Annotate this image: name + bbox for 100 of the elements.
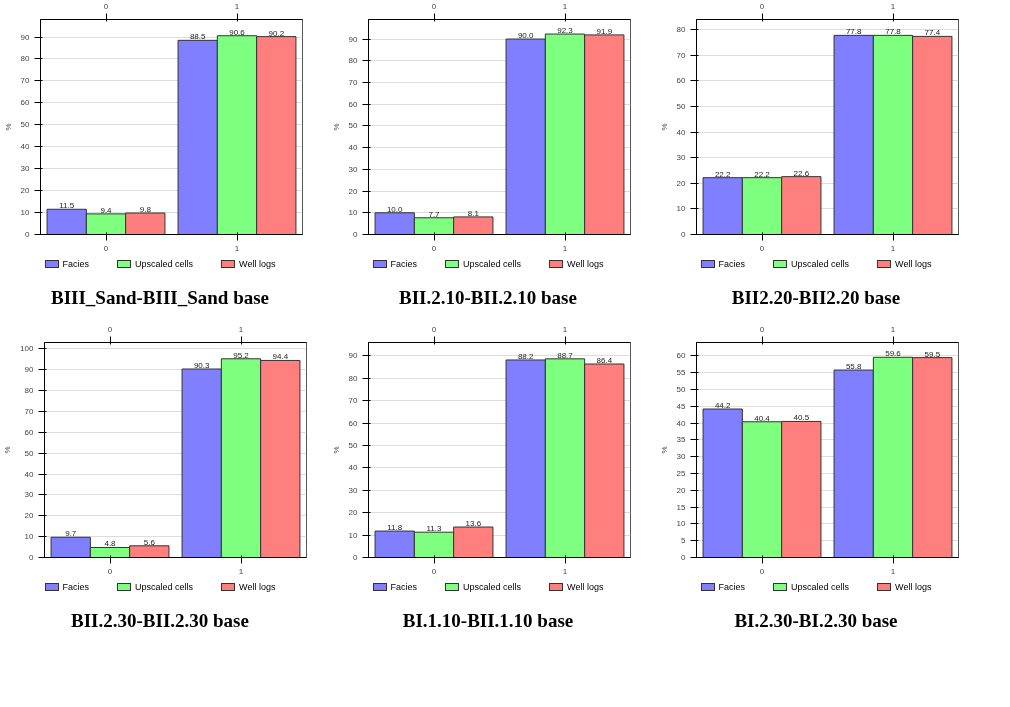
data-label: 92.3: [557, 26, 574, 36]
text: BI.1.10-BII.1.10 base: [402, 609, 574, 633]
y-tick-label: 80: [348, 56, 359, 66]
legend-label: Upscaled cells: [790, 258, 850, 271]
legend-label: Upscaled cells: [134, 258, 194, 271]
y-axis-title: %: [331, 446, 341, 454]
y-tick-label: 0: [681, 230, 687, 239]
data-label: 4.8: [104, 539, 117, 549]
y-axis-title: %: [3, 123, 13, 131]
data-label: 13.6: [465, 519, 482, 529]
data-label: 44.2: [714, 401, 732, 411]
legend-label: Facies: [717, 258, 746, 271]
y-tick-label: 10: [20, 208, 31, 218]
y-tick-label: 80: [676, 25, 687, 35]
y-tick-label: 40: [20, 142, 31, 152]
data-label: 94.4: [272, 352, 289, 362]
data-label: 22.2: [754, 169, 771, 179]
data-label: 7.7: [428, 209, 441, 219]
y-tick-label: 90: [24, 365, 35, 375]
data-label: 59.6: [885, 349, 902, 359]
data-label: 40.5: [793, 413, 810, 423]
data-label: 22.6: [793, 168, 810, 178]
y-axis-title: %: [331, 123, 341, 131]
y-tick-label: 30: [348, 164, 359, 174]
y-tick-label: 30: [24, 490, 35, 500]
y-tick-label: 50: [676, 385, 687, 395]
y-tick-label: 60: [348, 418, 359, 428]
y-tick-label: 40: [676, 127, 687, 137]
y-tick-label: 40: [24, 469, 35, 479]
y-tick-label: 20: [348, 508, 359, 518]
text: BII.2.10-BII.2.10 base: [399, 286, 577, 310]
data-label: 90.6: [229, 27, 246, 37]
y-tick-label: 50: [24, 448, 35, 458]
y-tick-label: 30: [20, 164, 31, 174]
y-tick-label: 10: [676, 519, 687, 529]
y-tick-label: 50: [348, 441, 359, 451]
x-tick-label: 1: [562, 324, 568, 334]
x-tick-label: 1: [890, 1, 896, 11]
y-tick-label: 40: [676, 418, 687, 428]
y-tick-label: 40: [348, 463, 359, 473]
data-label: 10.0: [386, 204, 404, 214]
legend-label: Upscaled cells: [134, 581, 194, 594]
text: BI.2.30-BI.2.30 base: [734, 609, 898, 633]
y-tick-label: 70: [20, 76, 31, 86]
y-tick-label: 70: [24, 406, 35, 416]
data-label: 90.3: [193, 361, 211, 371]
x-tick-label: 0: [431, 324, 437, 334]
y-tick-label: 60: [676, 351, 687, 361]
y-tick-label: 20: [676, 485, 687, 495]
y-tick-label: 80: [24, 386, 35, 396]
y-tick-label: 40: [348, 143, 359, 153]
y-tick-label: 90: [348, 34, 359, 44]
y-tick-label: 60: [24, 427, 35, 437]
legend-label: Well logs: [238, 258, 276, 271]
data-label: 9.4: [100, 205, 113, 215]
y-axis-title: %: [659, 446, 669, 454]
y-tick-label: 50: [348, 121, 359, 131]
legend-label: Upscaled cells: [462, 258, 522, 271]
y-tick-label: 20: [24, 511, 35, 521]
data-label: 86.4: [596, 356, 613, 365]
legend-label: Facies: [717, 581, 746, 594]
y-tick-label: 30: [676, 452, 687, 462]
y-tick-label: 100: [20, 344, 35, 354]
y-tick-label: 10: [348, 208, 359, 218]
data-label: 88.7: [557, 350, 574, 360]
y-tick-label: 50: [676, 102, 687, 112]
x-tick-label: 1: [234, 1, 240, 11]
x-tick-label: 0: [103, 1, 109, 11]
legend-label: Well logs: [566, 258, 604, 271]
data-label: 5.6: [143, 537, 156, 547]
data-label: 9.8: [139, 205, 152, 214]
y-tick-label: 15: [676, 502, 687, 512]
data-label: 11.8: [387, 523, 403, 533]
legend-label: Well logs: [894, 258, 932, 271]
y-tick-label: 30: [676, 153, 687, 163]
y-tick-label: 0: [29, 553, 35, 562]
y-tick-label: 20: [676, 178, 687, 188]
legend-label: Well logs: [894, 581, 932, 594]
x-tick-label: 1: [890, 324, 896, 334]
y-tick-label: 10: [24, 532, 35, 542]
y-tick-label: 70: [676, 50, 687, 60]
y-tick-label: 80: [348, 373, 359, 383]
text: BII2.20-BII2.20 base: [731, 286, 901, 310]
data-label: 95.2: [233, 350, 250, 360]
y-tick-label: 0: [353, 230, 359, 239]
data-label: 8.1: [467, 208, 480, 218]
legend-label: Well logs: [238, 581, 276, 594]
legend-label: Facies: [61, 581, 90, 594]
text: BII.2.30-BII.2.30 base: [71, 609, 249, 633]
y-tick-label: 25: [676, 469, 687, 479]
legend-label: Facies: [389, 581, 418, 594]
y-tick-label: 80: [20, 54, 31, 64]
legend-label: Facies: [61, 258, 90, 271]
y-tick-label: 55: [676, 368, 687, 378]
legend-label: Upscaled cells: [462, 581, 522, 594]
data-label: 59.5: [924, 349, 941, 359]
y-tick-label: 90: [348, 351, 359, 361]
data-label: 9.7: [65, 529, 77, 539]
data-label: 77.8: [885, 27, 902, 37]
text: BIII_Sand-BIII_Sand base: [50, 286, 270, 310]
